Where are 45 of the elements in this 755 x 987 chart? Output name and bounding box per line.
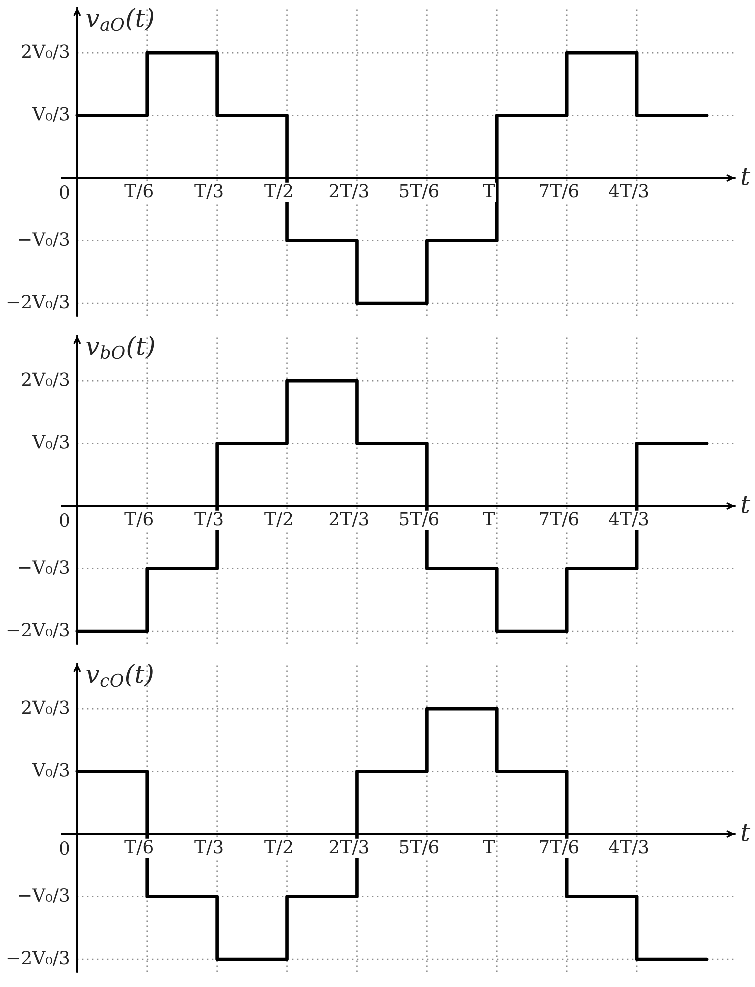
x-tick-label: T xyxy=(483,512,495,526)
x-tick-label: 5T/6 xyxy=(400,512,439,528)
text: 0 xyxy=(60,514,70,528)
ref-line-label: 2V₀/3 xyxy=(22,372,70,388)
x-tick-label: 5T/6 xyxy=(400,840,439,856)
text: 0 xyxy=(60,186,70,200)
x-tick-label: T/6 xyxy=(124,512,154,528)
x-tick-label: T/6 xyxy=(124,184,154,200)
x-tick-label: 7T/6 xyxy=(540,184,579,200)
x-tick-label: 2T/3 xyxy=(330,184,368,200)
ref-line-label: 2V₀/3 xyxy=(22,700,70,716)
x-tick-label: 7T/6 xyxy=(540,512,579,528)
ref-line-label: V₀/3 xyxy=(32,763,70,778)
ref-line-label: −2V₀/3 xyxy=(8,623,70,638)
text: 0 xyxy=(60,842,70,856)
x-tick-label: 7T/6 xyxy=(540,840,579,856)
ref-line-label: −V₀/3 xyxy=(19,888,70,904)
x-tick-label: 4T/3 xyxy=(609,184,648,200)
x-tick-label: T xyxy=(483,184,495,198)
x-tick-label: 2T/3 xyxy=(330,512,368,528)
x-tick-label: T/3 xyxy=(194,184,223,200)
ref-line-label: V₀/3 xyxy=(32,435,70,450)
ref-line-label: −2V₀/3 xyxy=(8,295,70,310)
x-tick-label: T/2 xyxy=(264,840,292,856)
ref-line-label: 2V₀/3 xyxy=(22,44,70,60)
ref-line-label: −V₀/3 xyxy=(19,232,70,248)
x-axis-title: t xyxy=(742,824,751,842)
ref-line-label: −2V₀/3 xyxy=(8,951,70,966)
ref-line-label: V₀/3 xyxy=(32,107,70,122)
x-tick-label: T/2 xyxy=(264,184,292,200)
x-tick-label: T xyxy=(483,840,495,854)
x-tick-label: T/6 xyxy=(124,840,154,856)
x-tick-label: 4T/3 xyxy=(609,512,648,528)
x-tick-label: T/3 xyxy=(194,512,223,528)
x-tick-label: T/2 xyxy=(264,512,292,528)
y-axis-title: v$_{cO}$(t) xyxy=(86,664,153,688)
x-tick-label: 4T/3 xyxy=(609,840,648,856)
x-tick-label: 2T/3 xyxy=(330,840,368,856)
x-tick-label: T/3 xyxy=(194,840,223,856)
y-axis-title: v$_{bO}$(t) xyxy=(86,336,154,360)
x-tick-label: 5T/6 xyxy=(400,184,439,200)
x-axis-title: t xyxy=(742,168,751,186)
x-axis-title: t xyxy=(742,496,751,514)
y-axis-title: v$_{aO}$(t) xyxy=(86,8,154,32)
ref-line-label: −V₀/3 xyxy=(19,560,70,576)
